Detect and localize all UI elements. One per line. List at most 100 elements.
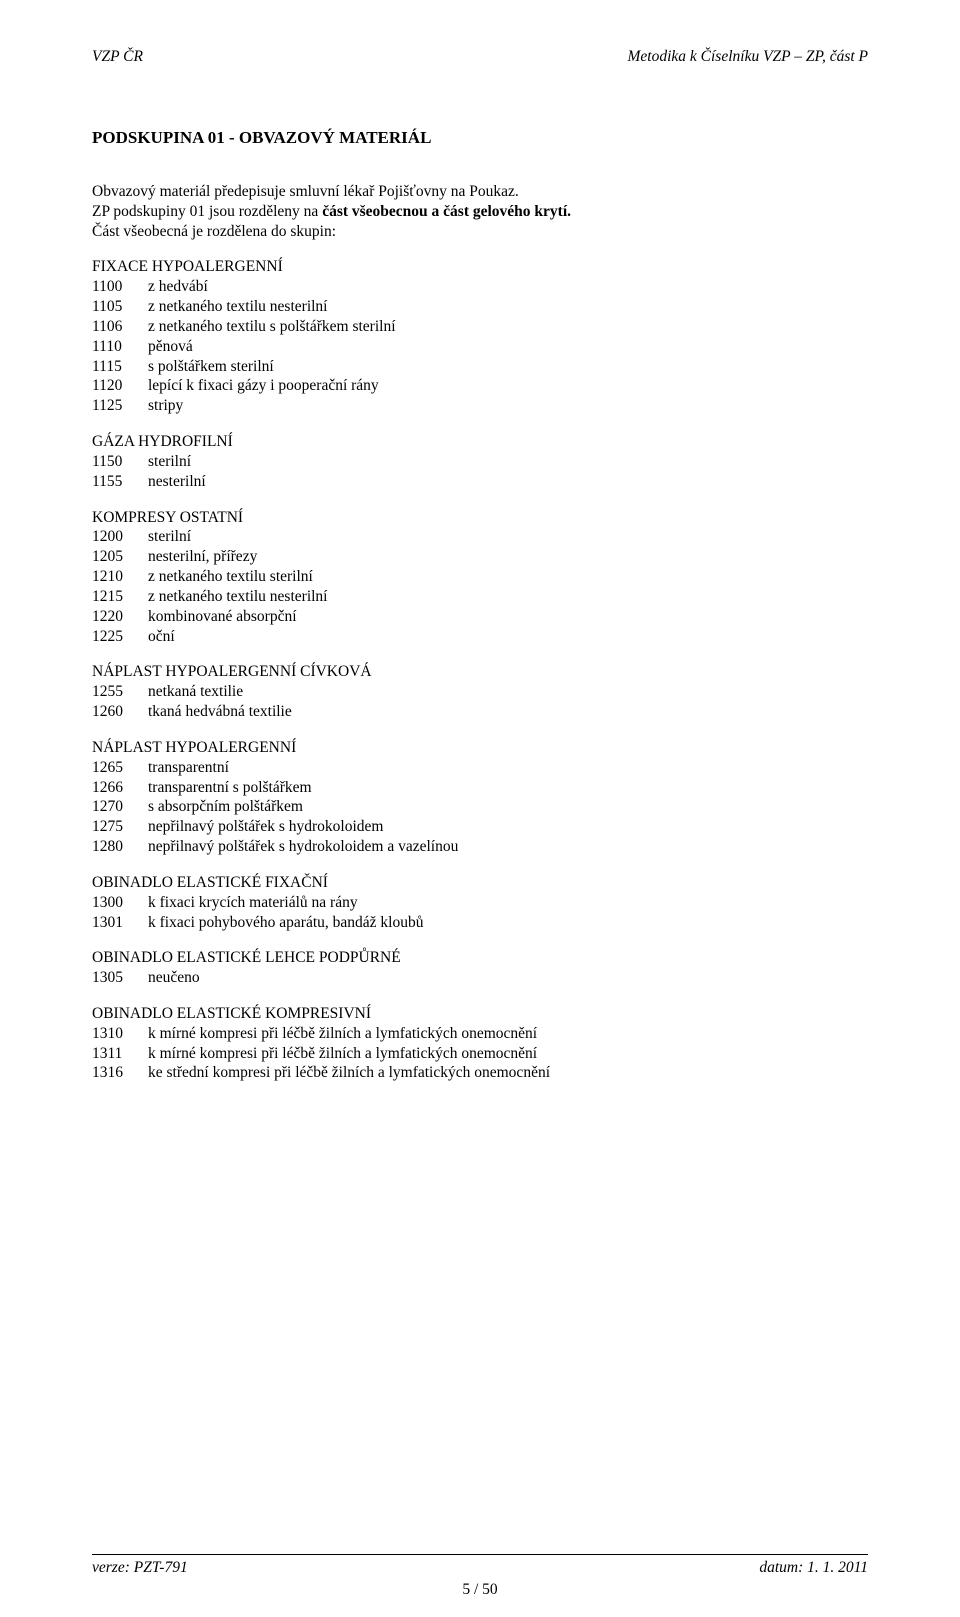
item-code: 1266 xyxy=(92,778,148,798)
list-item: 1225oční xyxy=(92,627,868,647)
list-item: 1275nepřilnavý polštářek s hydrokoloidem xyxy=(92,817,868,837)
page-footer: verze: PZT-791 datum: 1. 1. 2011 5 / 50 xyxy=(92,1554,868,1577)
footer-rule xyxy=(92,1554,868,1555)
sections-container: FIXACE HYPOALERGENNÍ1100z hedvábí1105z n… xyxy=(92,257,868,1083)
item-label: oční xyxy=(148,627,868,647)
list-item: 1150sterilní xyxy=(92,452,868,472)
item-label: neučeno xyxy=(148,968,868,988)
item-label: z netkaného textilu nesterilní xyxy=(148,587,868,607)
item-label: s polštářkem sterilní xyxy=(148,357,868,377)
list-item: 1260tkaná hedvábná textilie xyxy=(92,702,868,722)
item-code: 1311 xyxy=(92,1044,148,1064)
item-code: 1255 xyxy=(92,682,148,702)
item-label: ke střední kompresi při léčbě žilních a … xyxy=(148,1063,868,1083)
item-code: 1120 xyxy=(92,376,148,396)
item-code: 1280 xyxy=(92,837,148,857)
section-heading: GÁZA HYDROFILNÍ xyxy=(92,432,868,452)
item-code: 1150 xyxy=(92,452,148,472)
section-heading: OBINADLO ELASTICKÉ LEHCE PODPŮRNÉ xyxy=(92,948,868,968)
section-heading: FIXACE HYPOALERGENNÍ xyxy=(92,257,868,277)
item-label: lepící k fixaci gázy i pooperační rány xyxy=(148,376,868,396)
list-item: 1205nesterilní, přířezy xyxy=(92,547,868,567)
item-code: 1155 xyxy=(92,472,148,492)
list-item: 1110pěnová xyxy=(92,337,868,357)
item-label: k fixaci pohybového aparátu, bandáž klou… xyxy=(148,913,868,933)
list-item: 1305neučeno xyxy=(92,968,868,988)
item-label: kombinované absorpční xyxy=(148,607,868,627)
item-code: 1300 xyxy=(92,893,148,913)
item-code: 1105 xyxy=(92,297,148,317)
item-label: netkaná textilie xyxy=(148,682,868,702)
item-label: k mírné kompresi při léčbě žilních a lym… xyxy=(148,1024,868,1044)
item-label: k mírné kompresi při léčbě žilních a lym… xyxy=(148,1044,868,1064)
item-label: transparentní xyxy=(148,758,868,778)
item-label: z netkaného textilu nesterilní xyxy=(148,297,868,317)
item-code: 1215 xyxy=(92,587,148,607)
section-heading: OBINADLO ELASTICKÉ FIXAČNÍ xyxy=(92,873,868,893)
list-item: 1210z netkaného textilu sterilní xyxy=(92,567,868,587)
list-item: 1255netkaná textilie xyxy=(92,682,868,702)
item-code: 1115 xyxy=(92,357,148,377)
footer-right: datum: 1. 1. 2011 xyxy=(759,1559,868,1577)
item-list: 1150sterilní1155nesterilní xyxy=(92,452,868,492)
list-item: 1311k mírné kompresi při léčbě žilních a… xyxy=(92,1044,868,1064)
list-item: 1100z hedvábí xyxy=(92,277,868,297)
item-code: 1275 xyxy=(92,817,148,837)
item-label: sterilní xyxy=(148,527,868,547)
item-code: 1200 xyxy=(92,527,148,547)
list-item: 1155nesterilní xyxy=(92,472,868,492)
item-code: 1110 xyxy=(92,337,148,357)
item-label: z netkaného textilu s polštářkem steriln… xyxy=(148,317,868,337)
item-code: 1205 xyxy=(92,547,148,567)
item-code: 1100 xyxy=(92,277,148,297)
list-item: 1120lepící k fixaci gázy i pooperační rá… xyxy=(92,376,868,396)
item-code: 1265 xyxy=(92,758,148,778)
intro-line2-bold: část všeobecnou a část gelového krytí. xyxy=(322,203,571,220)
list-item: 1280nepřilnavý polštářek s hydrokoloidem… xyxy=(92,837,868,857)
list-item: 1215z netkaného textilu nesterilní xyxy=(92,587,868,607)
list-item: 1106z netkaného textilu s polštářkem ste… xyxy=(92,317,868,337)
item-code: 1125 xyxy=(92,396,148,416)
item-list: 1310k mírné kompresi při léčbě žilních a… xyxy=(92,1024,868,1083)
item-list: 1255netkaná textilie1260tkaná hedvábná t… xyxy=(92,682,868,722)
item-label: transparentní s polštářkem xyxy=(148,778,868,798)
item-label: z hedvábí xyxy=(148,277,868,297)
section-heading: NÁPLAST HYPOALERGENNÍ xyxy=(92,738,868,758)
page-title: PODSKUPINA 01 - OBVAZOVÝ MATERIÁL xyxy=(92,128,868,148)
item-label: nesterilní xyxy=(148,472,868,492)
item-code: 1316 xyxy=(92,1063,148,1083)
list-item: 1270s absorpčním polštářkem xyxy=(92,797,868,817)
item-label: stripy xyxy=(148,396,868,416)
item-code: 1310 xyxy=(92,1024,148,1044)
item-label: sterilní xyxy=(148,452,868,472)
item-list: 1100z hedvábí1105z netkaného textilu nes… xyxy=(92,277,868,416)
list-item: 1310k mírné kompresi při léčbě žilních a… xyxy=(92,1024,868,1044)
page-header: VZP ČR Metodika k Číselníku VZP – ZP, čá… xyxy=(92,48,868,66)
item-code: 1210 xyxy=(92,567,148,587)
item-code: 1305 xyxy=(92,968,148,988)
item-code: 1260 xyxy=(92,702,148,722)
item-label: z netkaného textilu sterilní xyxy=(148,567,868,587)
item-list: 1305neučeno xyxy=(92,968,868,988)
list-item: 1266transparentní s polštářkem xyxy=(92,778,868,798)
item-code: 1301 xyxy=(92,913,148,933)
section-heading: KOMPRESY OSTATNÍ xyxy=(92,508,868,528)
item-code: 1106 xyxy=(92,317,148,337)
item-list: 1200sterilní1205nesterilní, přířezy1210z… xyxy=(92,527,868,646)
list-item: 1105z netkaného textilu nesterilní xyxy=(92,297,868,317)
item-label: s absorpčním polštářkem xyxy=(148,797,868,817)
item-code: 1220 xyxy=(92,607,148,627)
intro-line3: Část všeobecná je rozdělena do skupin: xyxy=(92,223,336,240)
item-label: tkaná hedvábná textilie xyxy=(148,702,868,722)
item-code: 1225 xyxy=(92,627,148,647)
item-label: nesterilní, přířezy xyxy=(148,547,868,567)
section-heading: NÁPLAST HYPOALERGENNÍ CÍVKOVÁ xyxy=(92,662,868,682)
list-item: 1265transparentní xyxy=(92,758,868,778)
section-heading: OBINADLO ELASTICKÉ KOMPRESIVNÍ xyxy=(92,1004,868,1024)
footer-left: verze: PZT-791 xyxy=(92,1559,188,1577)
header-right: Metodika k Číselníku VZP – ZP, část P xyxy=(627,48,868,66)
list-item: 1115s polštářkem sterilní xyxy=(92,357,868,377)
header-left: VZP ČR xyxy=(92,48,143,66)
list-item: 1220kombinované absorpční xyxy=(92,607,868,627)
item-label: nepřilnavý polštářek s hydrokoloidem a v… xyxy=(148,837,868,857)
